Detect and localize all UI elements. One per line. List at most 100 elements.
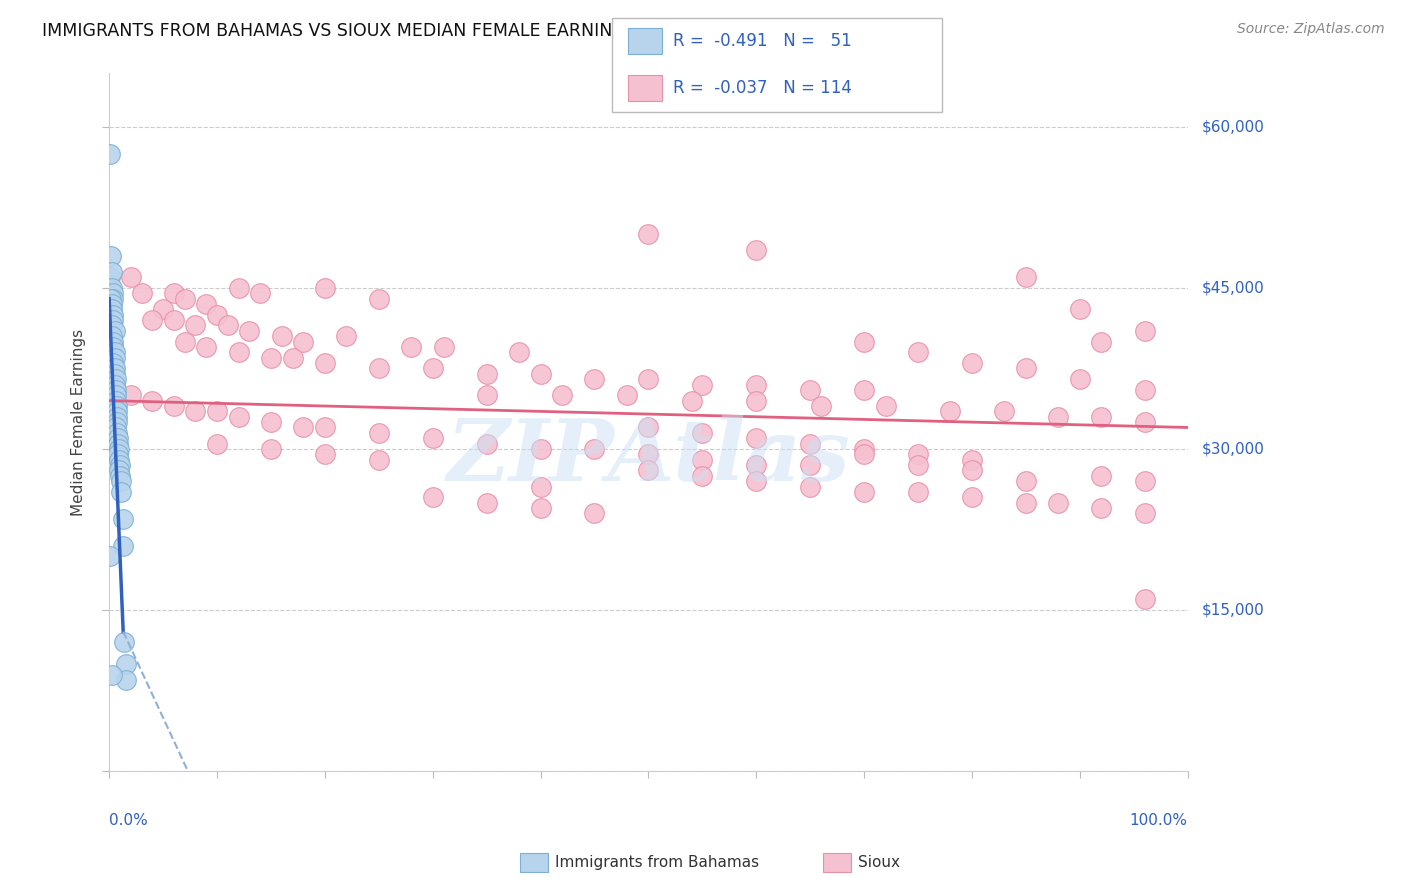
Point [745,244,768,258]
Point [104,388,127,402]
Point [1015,270,1038,285]
Point [475,388,498,402]
Point [529,501,551,516]
Point [281,351,304,365]
Point [112,512,135,526]
Point [1015,474,1038,488]
Point [314,447,336,461]
Point [101,297,124,311]
Point [529,479,551,493]
Point [745,377,768,392]
Point [184,318,207,333]
Point [104,420,127,434]
Point [108,452,131,467]
Point [637,420,659,434]
Point [1069,372,1091,386]
Point [217,318,239,333]
Point [249,286,271,301]
Point [105,404,128,418]
Point [101,281,124,295]
Point [692,377,714,392]
Point [1133,383,1156,397]
Point [195,340,218,354]
Point [103,334,125,349]
Point [163,286,186,301]
Point [475,367,498,381]
Point [131,286,153,301]
Point [120,388,142,402]
Point [907,485,929,500]
Point [104,383,127,397]
Point [120,270,142,285]
Point [853,485,876,500]
Point [107,431,129,445]
Point [260,442,283,456]
Point [101,329,124,343]
Point [100,302,122,317]
Point [103,292,125,306]
Point [853,442,876,456]
Point [1133,415,1156,429]
Point [163,399,186,413]
Point [103,361,125,376]
Point [616,388,638,402]
Point [103,308,125,322]
Text: R =  -0.491   N =   51: R = -0.491 N = 51 [673,32,852,50]
Point [1015,496,1038,510]
Point [799,479,821,493]
Point [103,286,125,301]
Point [103,313,125,327]
Point [104,393,127,408]
Point [583,507,606,521]
Text: R =  -0.037   N = 114: R = -0.037 N = 114 [673,78,852,97]
Text: $30,000: $30,000 [1202,442,1264,457]
Point [1133,507,1156,521]
Point [637,463,659,477]
Point [205,308,228,322]
Point [681,393,703,408]
Point [270,329,292,343]
Point [1015,361,1038,376]
Point [799,458,821,472]
Point [104,372,127,386]
Point [98,146,121,161]
Point [637,227,659,241]
Point [853,383,876,397]
Point [173,292,195,306]
Point [960,452,983,467]
Point [1090,409,1112,424]
Point [875,399,897,413]
Point [551,388,574,402]
Point [1090,468,1112,483]
Point [141,393,163,408]
Point [367,361,389,376]
Point [1047,496,1070,510]
Point [314,356,336,370]
Y-axis label: Median Female Earnings: Median Female Earnings [72,328,86,516]
Point [205,404,228,418]
Point [692,425,714,440]
Point [960,491,983,505]
Point [314,420,336,434]
Text: 0.0%: 0.0% [110,813,148,828]
Point [529,367,551,381]
Point [103,324,125,338]
Point [101,265,124,279]
Point [292,420,315,434]
Point [141,313,163,327]
Point [960,356,983,370]
Point [173,334,195,349]
Point [98,549,121,564]
Point [107,436,129,450]
Point [228,345,250,359]
Point [637,447,659,461]
Text: ZIPAtlas: ZIPAtlas [447,416,851,499]
Point [1133,592,1156,607]
Point [692,468,714,483]
Point [100,249,122,263]
Point [637,372,659,386]
Text: Immigrants from Bahamas: Immigrants from Bahamas [555,855,759,870]
Point [810,399,832,413]
Point [1069,302,1091,317]
Point [260,351,283,365]
